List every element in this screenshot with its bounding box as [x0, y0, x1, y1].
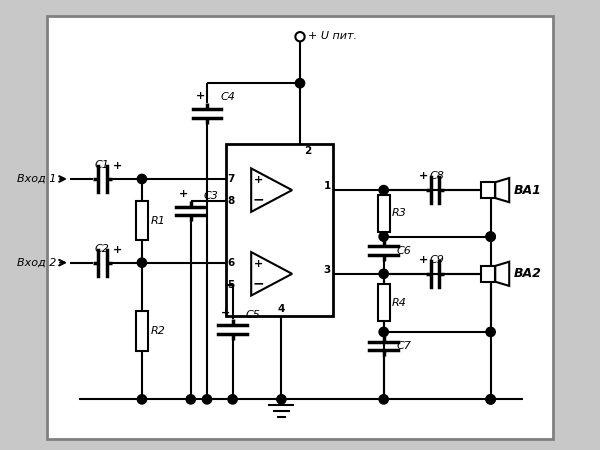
Circle shape — [228, 395, 237, 404]
Text: C1: C1 — [95, 160, 110, 170]
Text: 3: 3 — [323, 265, 331, 275]
Bar — [377, 195, 390, 232]
Circle shape — [137, 395, 146, 404]
Text: C5: C5 — [245, 310, 260, 320]
Text: C8: C8 — [430, 171, 445, 181]
Circle shape — [295, 79, 305, 88]
Text: C2: C2 — [95, 244, 110, 254]
Text: Вход 2: Вход 2 — [17, 258, 56, 268]
Text: 2: 2 — [304, 146, 311, 156]
Text: +: + — [179, 189, 188, 199]
Text: R2: R2 — [150, 326, 165, 336]
Text: 1: 1 — [323, 181, 331, 191]
Text: BA2: BA2 — [514, 267, 542, 280]
Text: 4: 4 — [278, 304, 285, 314]
Text: C9: C9 — [430, 255, 445, 265]
Bar — [481, 266, 495, 282]
Circle shape — [379, 269, 388, 279]
Text: 5: 5 — [227, 280, 235, 290]
Text: +: + — [196, 91, 205, 101]
Text: C4: C4 — [220, 92, 235, 102]
Text: +: + — [221, 308, 230, 318]
Bar — [481, 182, 495, 198]
Circle shape — [137, 258, 146, 267]
Circle shape — [379, 232, 388, 241]
Bar — [136, 201, 148, 240]
Text: +: + — [113, 245, 122, 255]
Text: R1: R1 — [150, 216, 165, 226]
Text: R3: R3 — [392, 208, 407, 218]
Circle shape — [486, 395, 495, 404]
Polygon shape — [251, 252, 292, 296]
Text: 8: 8 — [227, 196, 235, 206]
Text: 7: 7 — [227, 174, 235, 184]
Polygon shape — [495, 178, 509, 202]
Text: C3: C3 — [204, 191, 218, 201]
Text: 6: 6 — [227, 258, 235, 268]
Circle shape — [486, 232, 495, 241]
Text: +: + — [113, 161, 122, 171]
FancyBboxPatch shape — [47, 16, 553, 439]
Text: C7: C7 — [397, 341, 412, 351]
Circle shape — [379, 327, 388, 337]
Circle shape — [486, 327, 495, 337]
Text: C6: C6 — [397, 246, 412, 256]
Bar — [377, 284, 390, 321]
Circle shape — [295, 32, 305, 41]
Polygon shape — [251, 168, 292, 212]
Circle shape — [202, 395, 212, 404]
Text: Вход 1: Вход 1 — [17, 174, 56, 184]
Text: + U пит.: + U пит. — [308, 31, 358, 41]
Polygon shape — [495, 262, 509, 286]
Text: +: + — [254, 176, 263, 185]
Text: +: + — [419, 255, 428, 265]
Text: R4: R4 — [392, 298, 407, 308]
Text: −: − — [253, 193, 265, 207]
Circle shape — [486, 232, 495, 241]
Text: −: − — [253, 277, 265, 291]
Circle shape — [379, 395, 388, 404]
Bar — [226, 144, 332, 315]
Circle shape — [186, 395, 196, 404]
Circle shape — [137, 174, 146, 184]
Text: +: + — [254, 259, 263, 269]
Bar — [136, 311, 148, 351]
Circle shape — [379, 185, 388, 195]
Text: +: + — [419, 171, 428, 181]
Text: BA1: BA1 — [514, 184, 542, 197]
Circle shape — [277, 395, 286, 404]
Circle shape — [486, 395, 495, 404]
